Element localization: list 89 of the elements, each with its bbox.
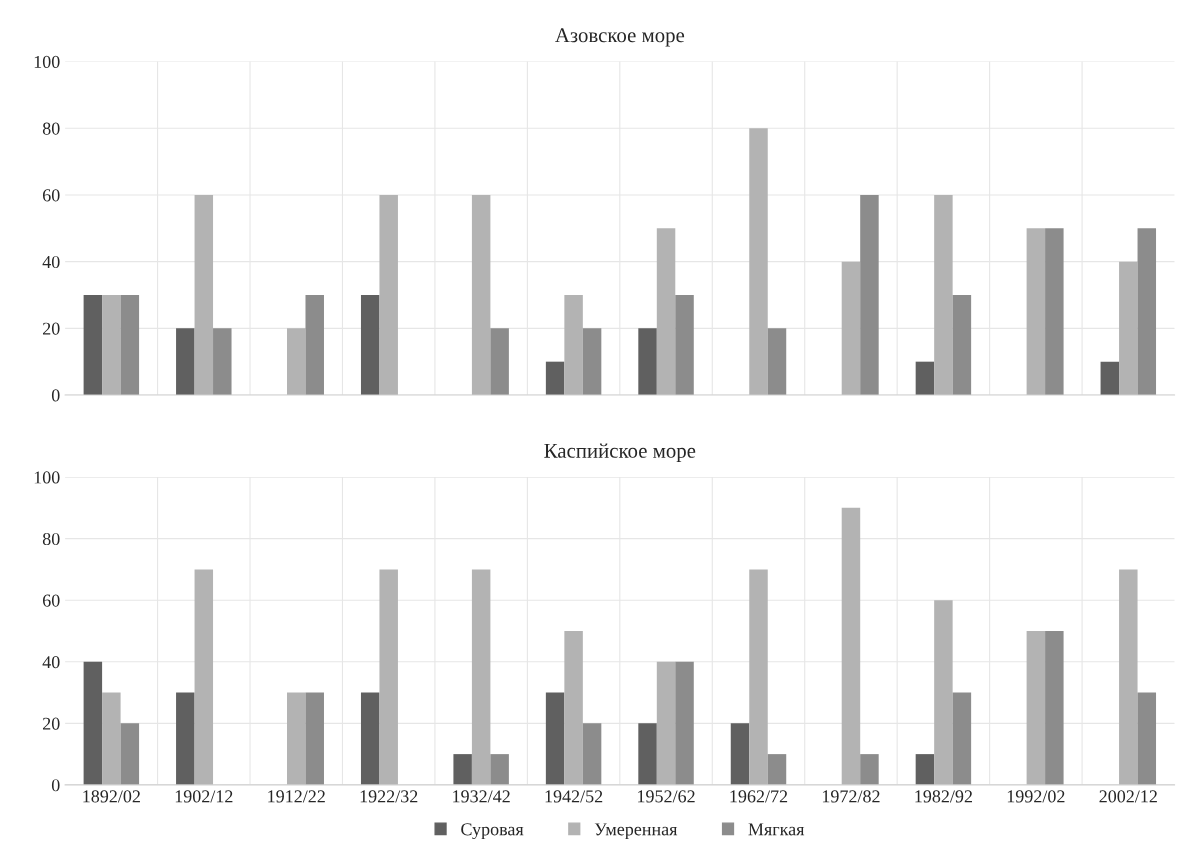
bar	[638, 328, 657, 396]
bar	[675, 294, 694, 396]
bar	[564, 294, 583, 396]
bar	[1026, 228, 1046, 396]
bar	[490, 328, 509, 396]
bar	[176, 328, 195, 396]
y-tick-label: 40	[42, 255, 60, 269]
bar	[1100, 361, 1120, 396]
bar	[545, 692, 565, 785]
bar	[860, 194, 879, 396]
x-tick-label: 2002/12	[1099, 790, 1157, 803]
bar	[952, 692, 972, 785]
legend-label: Умеренная	[594, 823, 678, 840]
x-tick-label: 1922/32	[360, 790, 418, 803]
bar	[582, 723, 602, 785]
bar	[934, 194, 953, 396]
bar	[379, 569, 398, 785]
x-tick-label: 1932/42	[453, 790, 510, 803]
bar	[841, 507, 861, 785]
bar	[582, 328, 602, 396]
bar	[545, 361, 565, 396]
chart-title: Азовское море	[555, 28, 685, 47]
bar	[915, 361, 935, 396]
legend-label: Суровая	[461, 823, 524, 840]
bar	[305, 294, 324, 396]
bar	[656, 228, 676, 396]
bar	[730, 723, 750, 785]
y-tick-label: 0	[51, 779, 60, 792]
y-tick-label: 60	[42, 189, 60, 202]
bar	[1045, 228, 1064, 396]
bar	[749, 569, 768, 785]
y-tick-label: 80	[42, 122, 60, 135]
bar	[102, 294, 121, 396]
bar	[379, 194, 398, 396]
bar	[194, 569, 214, 785]
x-tick-label: 1912/22	[268, 790, 325, 803]
bar	[471, 569, 491, 785]
bar	[1026, 630, 1046, 785]
bar	[194, 194, 214, 396]
bar	[675, 661, 694, 785]
x-tick-label: 1892/02	[83, 790, 140, 803]
bar	[934, 600, 953, 785]
y-tick-label: 0	[51, 389, 60, 402]
bar	[1045, 630, 1064, 785]
y-tick-label: 20	[43, 717, 60, 730]
bar	[120, 294, 140, 396]
bar	[305, 692, 324, 785]
bar	[471, 194, 491, 396]
bar	[656, 661, 676, 785]
x-tick-label: 1942/52	[545, 790, 603, 803]
y-tick-label: 100	[34, 471, 60, 484]
bar	[749, 128, 768, 396]
chart-title: Каспийское море	[544, 443, 696, 463]
bar	[564, 630, 583, 785]
bar	[767, 328, 787, 396]
bar	[1119, 569, 1138, 785]
x-tick-label: 1952/62	[638, 790, 695, 803]
bar	[453, 754, 472, 785]
y-tick-label: 20	[43, 322, 60, 335]
y-tick-label: 60	[42, 594, 60, 607]
x-tick-label: 1972/82	[822, 790, 880, 803]
bar	[1137, 692, 1157, 785]
bar	[1119, 261, 1138, 396]
bar	[287, 328, 306, 396]
y-tick-label: 100	[34, 55, 60, 68]
bar	[490, 754, 509, 785]
bar	[841, 261, 861, 396]
bar	[915, 754, 935, 785]
bar	[767, 754, 787, 785]
bar	[120, 723, 140, 785]
bar	[360, 294, 380, 396]
bar	[176, 692, 195, 785]
bar	[287, 692, 306, 785]
x-tick-label: 1962/72	[730, 790, 788, 803]
bar	[102, 692, 121, 785]
x-tick-label: 1902/12	[175, 790, 233, 803]
bar	[360, 692, 380, 785]
bar	[860, 754, 879, 785]
x-tick-label: 1982/92	[915, 790, 972, 803]
y-tick-label: 40	[42, 656, 60, 669]
y-tick-label: 80	[42, 532, 60, 546]
bar	[952, 294, 972, 396]
bar	[83, 294, 103, 396]
x-tick-label: 1992/02	[1007, 790, 1065, 803]
bar	[213, 328, 232, 396]
legend-label: Мягкая	[748, 823, 805, 836]
bar	[1137, 228, 1157, 396]
bar	[638, 723, 657, 785]
bar	[83, 661, 103, 785]
